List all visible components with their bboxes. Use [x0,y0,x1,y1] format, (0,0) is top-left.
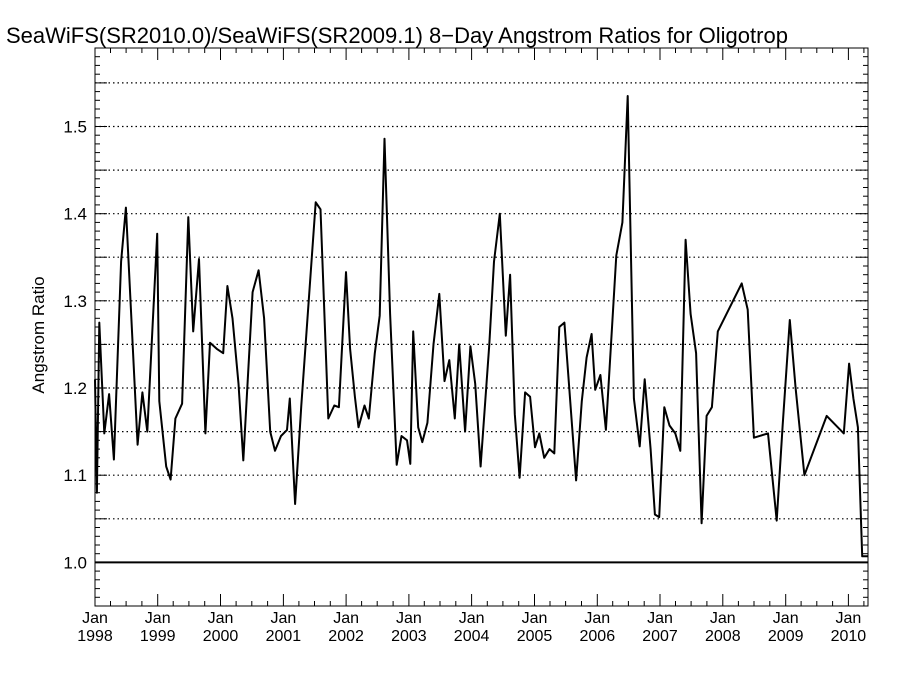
y-axis-tick-labels: 1.0 1.1 1.2 1.3 1.4 1.5 [63,118,87,573]
x-tick-month: Jan [459,610,485,627]
x-tick-year: 1999 [140,628,176,645]
y-axis-ticks [95,47,868,607]
gridlines [95,82,868,520]
x-tick-month: Jan [208,610,234,627]
y-tick-label: 1.2 [63,379,87,398]
y-tick-label: 1.4 [63,205,87,224]
plot-frame [94,47,869,607]
x-tick-month: Jan [522,610,548,627]
y-tick-label: 1.1 [63,466,87,485]
x-axis-tick-labels: Jan1998Jan1999Jan2000Jan2001Jan2002Jan20… [77,610,866,645]
x-tick-month: Jan [82,610,108,627]
x-tick-month: Jan [647,610,673,627]
x-tick-month: Jan [584,610,610,627]
x-tick-year: 2006 [580,628,616,645]
series-line [94,95,868,558]
x-axis-ticks [94,48,865,606]
y-tick-label: 1.5 [63,118,87,137]
x-tick-year: 2003 [391,628,427,645]
y-tick-label: 1.3 [63,292,87,311]
x-tick-year: 2007 [642,628,678,645]
x-tick-year: 2004 [454,628,490,645]
x-tick-month: Jan [396,610,422,627]
series-layer [94,95,868,558]
x-tick-year: 2010 [831,628,867,645]
x-tick-year: 2001 [266,628,302,645]
x-tick-year: 2002 [328,628,364,645]
chart-title: SeaWiFS(SR2010.0)/SeaWiFS(SR2009.1) 8−Da… [6,23,788,48]
y-tick-label: 1.0 [63,553,87,572]
x-tick-month: Jan [145,610,171,627]
x-tick-month: Jan [710,610,736,627]
x-tick-year: 2008 [705,628,741,645]
x-tick-month: Jan [333,610,359,627]
x-tick-month: Jan [773,610,799,627]
x-tick-year: 2005 [517,628,553,645]
x-tick-year: 1998 [77,628,113,645]
x-tick-year: 2009 [768,628,804,645]
x-tick-month: Jan [271,610,297,627]
x-tick-month: Jan [836,610,862,627]
y-axis-label: Angstrom Ratio [29,276,48,393]
x-tick-year: 2000 [203,628,239,645]
